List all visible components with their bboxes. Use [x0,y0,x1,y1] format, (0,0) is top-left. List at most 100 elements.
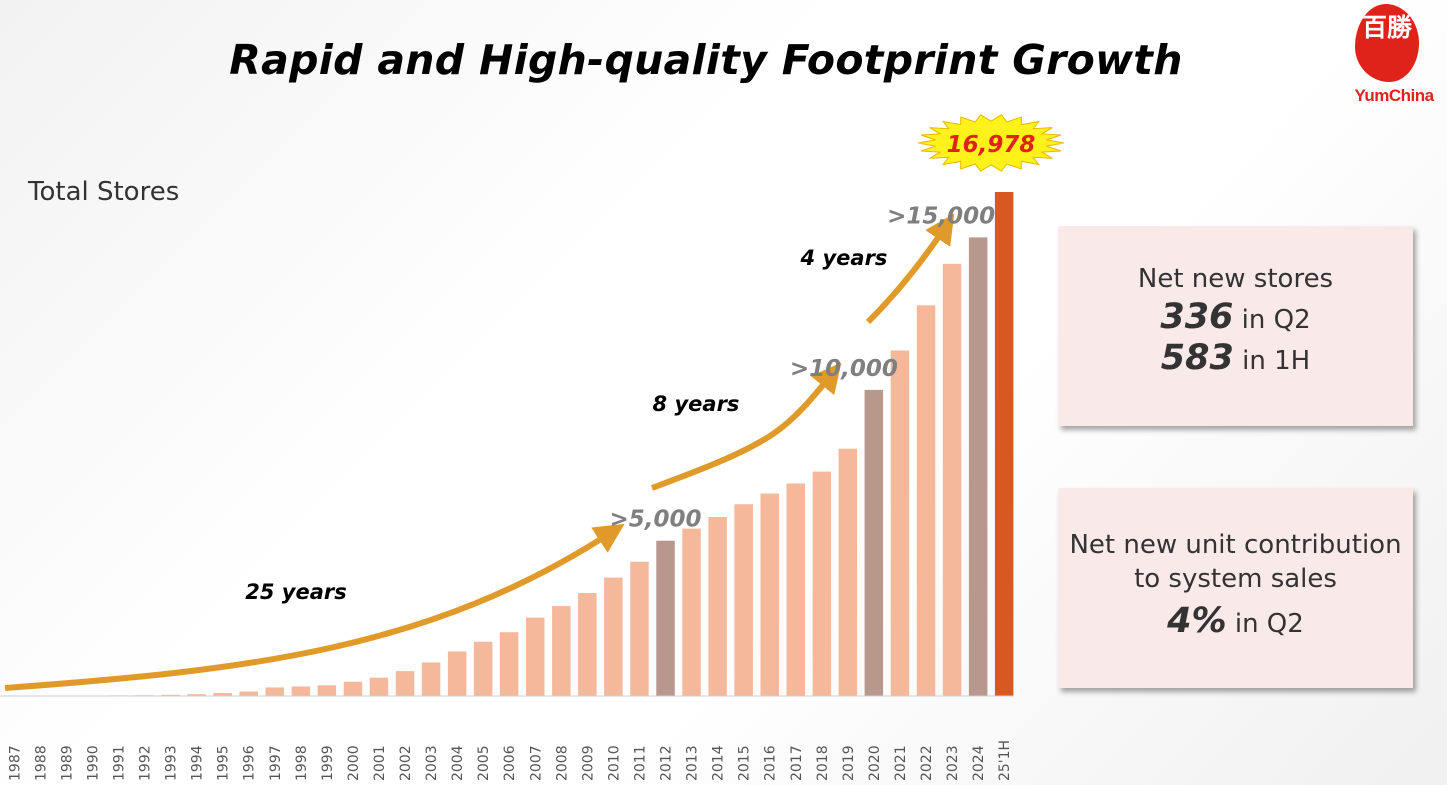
bar-2023 [942,263,962,696]
h1-net-new-value: 583 [1160,338,1234,378]
bar-2017 [786,483,805,696]
x-tick-label: 1988 [33,745,49,781]
x-tick-label: 2007 [528,745,544,781]
x-tick-label: 1993 [164,745,180,781]
page-title: Rapid and High-quality Footprint Growth [229,36,1183,84]
bar-2021 [890,350,910,696]
net-new-stores-box: Net new stores 336 in Q2 583 in 1H [1058,226,1413,426]
bar-251H [994,192,1014,696]
bar-1995 [213,693,232,696]
x-tick-label: 2005 [476,745,492,781]
bar-1996 [239,691,258,696]
bar-2008 [552,606,571,696]
x-tick-label: 2017 [789,745,805,781]
bar-1998 [291,686,311,696]
bar-2003 [421,662,441,696]
bar-2019 [838,448,858,696]
period-label: 4 years [800,246,888,270]
x-tick-label: 1996 [242,745,258,781]
x-tick-label: 2012 [659,745,675,781]
x-tick-label: 2002 [398,745,414,781]
bar-2015 [734,504,753,696]
x-tick-label: 2001 [372,745,388,781]
bar-1994 [187,694,206,696]
bar-2005 [473,641,493,696]
x-tick-label: 1990 [85,745,101,781]
bar-1993 [161,694,180,696]
x-tick-label: 2016 [763,745,779,781]
bar-2011 [630,561,649,696]
bar-1999 [317,685,337,696]
x-tick-label: 2019 [841,745,857,781]
x-tick-label: 2013 [685,745,701,781]
q2-net-new-value: 336 [1160,297,1234,337]
x-tick-label: 2024 [971,745,987,781]
bar-2013 [682,528,701,696]
x-tick-label: 1987 [7,745,23,781]
bar-2014 [708,517,727,696]
x-tick-label: 2023 [945,745,961,781]
unit-contribution-heading-1: Net new unit contribution [1069,530,1402,560]
bar-1997 [265,687,284,696]
unit-contribution-value: 4% [1167,601,1227,641]
x-tick-label: 2020 [867,745,883,781]
period-label: 8 years [653,392,740,416]
bar-2022 [916,305,936,696]
x-tick-label: 1992 [138,745,154,781]
x-tick-label: 25'1H [997,740,1013,781]
bar-2012 [656,540,675,696]
bar-2020 [864,389,884,696]
x-tick-label: 2011 [632,745,648,781]
bar-2016 [760,493,779,696]
bar-2009 [578,593,597,696]
bar-2024 [968,237,988,696]
logo-wordmark: YumChina [1354,86,1434,105]
bar-2010 [604,577,623,696]
logo-emblem: 百勝 [1355,4,1419,82]
bar-2002 [395,671,415,696]
x-tick-label: 1997 [268,745,284,781]
x-tick-label: 2021 [893,745,909,781]
x-tick-label: 2018 [815,745,831,781]
x-tick-label: 1991 [111,745,127,781]
x-tick-label: 1989 [59,745,75,781]
x-tick-label: 2004 [450,745,466,781]
x-tick-label: 2022 [919,745,935,781]
yumchina-logo: 百勝 YumChina [1340,2,1444,110]
x-tick-label: 2010 [606,745,622,781]
growth-arrow-25-years [4,523,625,691]
milestone-label: >10,000 [790,356,898,382]
starburst-callout [917,114,1065,172]
bar-2006 [499,632,519,696]
bar-2004 [447,651,467,696]
growth-arrow-4-years [865,213,955,325]
bar-2001 [369,677,389,696]
unit-contribution-heading-2: to system sales [1134,564,1337,594]
x-tick-label: 1999 [320,745,336,781]
net-new-stores-heading: Net new stores [1137,264,1334,294]
q2-suffix: in Q2 [1241,305,1311,335]
x-tick-label: 1998 [294,745,310,781]
growth-arrow-8-years [650,362,842,491]
milestone-label: >15,000 [887,203,995,229]
bar-2018 [812,471,832,696]
unit-contribution-suffix: in Q2 [1234,609,1304,639]
x-tick-label: 2008 [554,745,570,781]
chart-label-total-stores: Total Stores [28,177,180,207]
x-tick-label: 1994 [190,745,206,781]
x-tick-label: 2003 [424,745,440,781]
period-label: 25 years [245,580,347,604]
bar-2007 [526,617,545,696]
bar-2000 [343,681,363,696]
x-tick-label: 1995 [216,745,232,781]
x-tick-label: 2006 [502,745,518,781]
unit-contribution-box: Net new unit contribution to system sale… [1058,488,1413,688]
x-tick-label: 2009 [580,745,596,781]
x-tick-label: 2014 [711,745,727,781]
x-tick-label: 2000 [346,745,362,781]
h1-suffix: in 1H [1242,346,1311,376]
x-tick-label: 2015 [737,745,753,781]
latest-total-label: 16,978 [947,132,1036,158]
milestone-label: >5,000 [609,507,701,533]
